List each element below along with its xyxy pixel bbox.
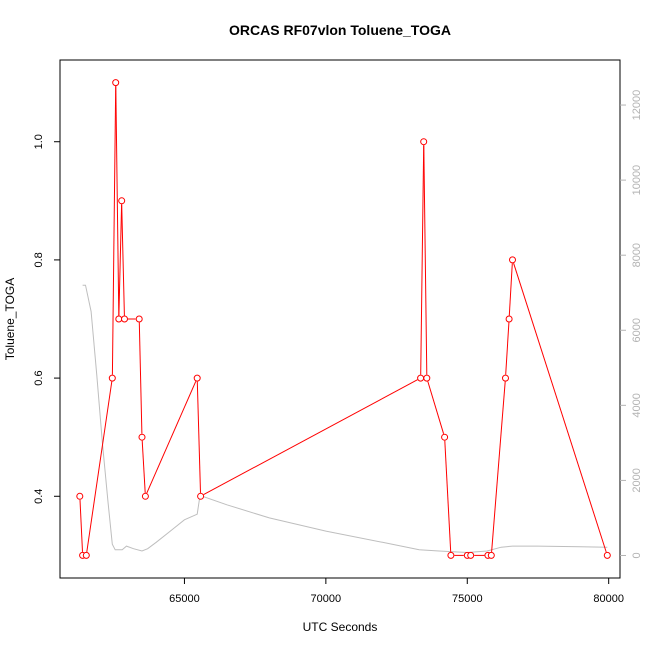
- data-point: [487, 551, 495, 559]
- chart-title: ORCAS RF07vlon Toluene_TOGA: [229, 22, 451, 38]
- y2-tick-label: 0: [631, 552, 643, 558]
- plot-frame: [59, 59, 621, 579]
- data-point: [118, 197, 126, 205]
- data-point: [603, 551, 611, 559]
- series-segment: [111, 86, 117, 375]
- y-axis-label: Toluene_TOGA: [3, 278, 17, 361]
- plot-area: [76, 79, 611, 559]
- data-point: [447, 551, 455, 559]
- data-point: [108, 374, 116, 382]
- data-point: [420, 138, 428, 146]
- data-point: [121, 315, 128, 323]
- data-point: [82, 551, 90, 559]
- x-axis: 65000 70000 75000 80000: [169, 578, 624, 605]
- x-tick-label: 80000: [593, 593, 624, 605]
- series-segment: [86, 381, 113, 552]
- data-point: [417, 374, 425, 382]
- series-segment: [444, 440, 452, 552]
- data-point: [138, 433, 146, 441]
- series-segment: [505, 322, 510, 375]
- y2-tick-label: 10000: [631, 165, 643, 196]
- y-tick-label: 0.4: [33, 489, 45, 504]
- data-point: [509, 256, 516, 264]
- data-point: [76, 492, 84, 500]
- data-point: [197, 492, 205, 500]
- data-point: [115, 315, 123, 323]
- series-segment: [427, 381, 445, 434]
- y2-tick-label: 6000: [631, 318, 643, 342]
- y-axis-left: 0.4 0.6 0.8 1.0: [33, 134, 60, 504]
- series-segment: [203, 379, 418, 496]
- data-point: [502, 374, 509, 382]
- series-segment: [423, 145, 428, 375]
- x-tick-label: 70000: [311, 593, 342, 605]
- y-axis-right: 0 2000 4000 6000 8000 10000 12000: [620, 90, 643, 559]
- y2-tick-label: 4000: [631, 393, 643, 417]
- series-segment: [513, 263, 607, 553]
- data-point: [135, 315, 143, 323]
- series-segment: [420, 145, 425, 375]
- series-segment: [508, 263, 513, 316]
- series-segment: [118, 204, 123, 316]
- series-segment: [491, 381, 506, 552]
- series-segment: [79, 499, 83, 552]
- x-tick-label: 65000: [169, 593, 200, 605]
- y-tick-label: 0.8: [33, 252, 45, 267]
- y2-tick-label: 12000: [631, 90, 643, 121]
- series-line-secondary: [82, 284, 608, 554]
- series-segment: [196, 381, 201, 493]
- series-segment: [115, 86, 120, 316]
- series-segment: [138, 322, 143, 434]
- y-tick-label: 1.0: [33, 134, 45, 149]
- y2-tick-label: 2000: [631, 468, 643, 492]
- series-segment: [141, 440, 146, 493]
- data-point: [441, 433, 449, 441]
- series-segment: [146, 381, 197, 494]
- data-point: [141, 492, 149, 500]
- series-segment: [121, 204, 125, 316]
- data-point: [467, 551, 475, 559]
- y2-tick-label: 8000: [631, 243, 643, 267]
- x-axis-label: UTC Seconds: [303, 620, 378, 634]
- y-tick-label: 0.6: [33, 370, 45, 385]
- x-tick-label: 75000: [452, 593, 483, 605]
- data-point: [423, 374, 431, 382]
- data-point: [112, 79, 120, 87]
- data-point: [505, 315, 513, 323]
- data-point: [193, 374, 201, 382]
